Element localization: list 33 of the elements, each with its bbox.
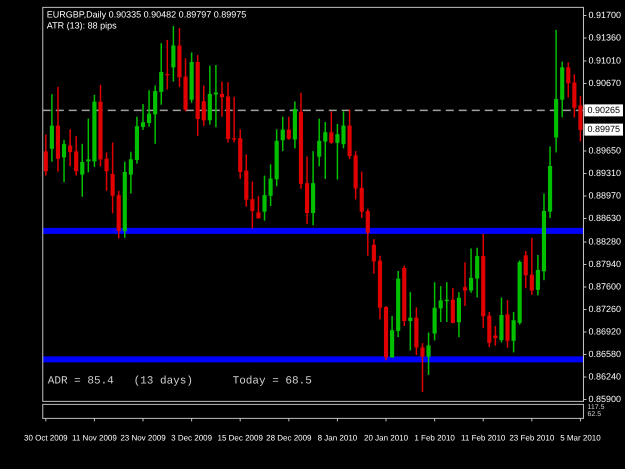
y-tick-label: 0.86580 (588, 348, 622, 359)
y-tick-label: 0.87940 (588, 258, 622, 269)
x-tick-label: 28 Dec 2009 (266, 433, 312, 442)
y-tick-label: 0.85900 (588, 394, 622, 404)
x-tick-label: 15 Dec 2009 (218, 433, 264, 442)
y-tick-label: 0.86240 (588, 371, 622, 382)
y-tick-label: 0.89310 (588, 168, 622, 178)
chart-title: EURGBP,Daily 0.90335 0.90482 0.89797 0.89975 (46, 9, 246, 20)
x-tick-label: 8 Jan 2010 (318, 433, 358, 442)
y-tick-label: 0.89650 (588, 146, 622, 156)
y-tick-label: 0.88630 (588, 213, 622, 224)
y-tick-label: 0.91010 (588, 56, 622, 66)
x-tick-label: 23 Nov 2009 (120, 433, 166, 442)
x-tick-label: 5 Mar 2010 (560, 433, 602, 442)
y-tick-label: 0.87600 (588, 281, 622, 292)
x-tick-label: 11 Nov 2009 (72, 433, 118, 442)
x-tick-label: 30 Oct 2009 (24, 433, 68, 442)
text: ATR (13): 88 pips (46, 20, 118, 30)
y-tick-label: 0.87260 (588, 304, 622, 314)
annotation: ADR = 85.4 (13 days) Today = 68.5 (48, 375, 312, 388)
y-tick-label: 0.88970 (588, 190, 622, 201)
y-tick-label: 0.88280 (588, 236, 622, 246)
x-tick-label: 3 Dec 2009 (171, 433, 213, 442)
y-tick-label: 0.90670 (588, 78, 622, 88)
x-tick-label: 11 Feb 2010 (461, 433, 506, 442)
y-tick-label: 0.91700 (588, 10, 622, 20)
x-tick-label: 1 Feb 2010 (414, 433, 456, 442)
y-tick-label: 0.86920 (588, 326, 622, 336)
text: 0.89975 (587, 124, 620, 134)
x-tick-label: 20 Jan 2010 (364, 433, 409, 442)
x-tick-label: 23 Feb 2010 (509, 433, 555, 442)
y-tick-label: 0.91360 (588, 32, 622, 42)
ref-line-label: 0.90265 (587, 104, 620, 115)
